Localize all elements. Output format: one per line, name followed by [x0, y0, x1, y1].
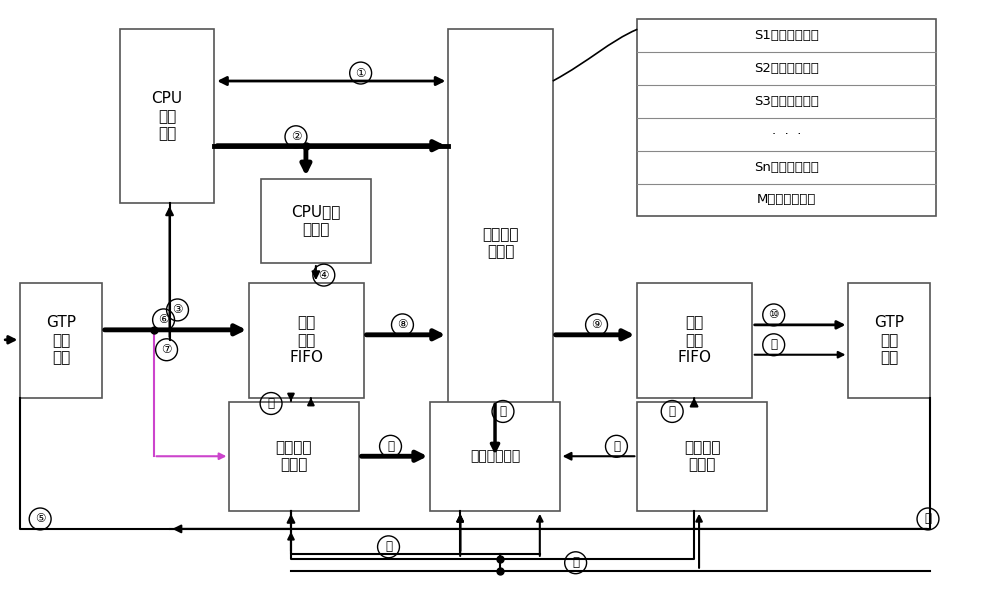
Bar: [448, 29, 553, 457]
Text: ⑫: ⑫: [924, 512, 931, 525]
Text: ⑪: ⑪: [770, 338, 777, 351]
Text: ⑥: ⑥: [158, 313, 169, 326]
Bar: [637, 401, 767, 511]
Text: ·  ·  ·: · · ·: [772, 127, 801, 141]
Text: ⑰: ⑰: [669, 405, 676, 418]
Text: S2数据帧站队区: S2数据帧站队区: [754, 62, 819, 75]
Bar: [430, 401, 560, 511]
Text: CPU端口
状态机: CPU端口 状态机: [291, 205, 341, 237]
Text: S1数据帧站队区: S1数据帧站队区: [754, 29, 819, 42]
Text: ⑤: ⑤: [35, 512, 45, 525]
Text: ③: ③: [172, 304, 183, 317]
Bar: [20, 283, 102, 397]
Bar: [249, 283, 364, 397]
Text: ⑯: ⑯: [613, 440, 620, 453]
Bar: [261, 178, 371, 263]
Bar: [637, 20, 936, 216]
Bar: [637, 283, 752, 397]
Bar: [848, 283, 930, 397]
Text: ⑭: ⑭: [387, 440, 394, 453]
Text: GTP
接收
端口: GTP 接收 端口: [46, 315, 76, 365]
Text: 接收
数据
FIFO: 接收 数据 FIFO: [289, 315, 323, 365]
Text: 发送端口
状态机: 发送端口 状态机: [684, 440, 720, 473]
Text: 消息队列
检阅区: 消息队列 检阅区: [482, 227, 519, 260]
Text: ⑦: ⑦: [161, 343, 172, 356]
Text: CPU
读写
接口: CPU 读写 接口: [152, 91, 183, 141]
Text: ①: ①: [355, 66, 366, 79]
Bar: [229, 401, 359, 511]
Bar: [120, 29, 214, 203]
Text: GTP
发送
端口: GTP 发送 端口: [874, 315, 904, 365]
Text: 地址切换开关: 地址切换开关: [470, 449, 520, 463]
Text: ④: ④: [319, 269, 329, 282]
Text: ⑨: ⑨: [591, 318, 602, 331]
Text: ⑬: ⑬: [268, 397, 275, 410]
Text: ②: ②: [291, 130, 301, 144]
Text: 接收端口
状态机: 接收端口 状态机: [276, 440, 312, 473]
Text: S3数据帧站队区: S3数据帧站队区: [754, 95, 819, 108]
Text: ⑲: ⑲: [572, 556, 579, 569]
Text: 发送
数据
FIFO: 发送 数据 FIFO: [678, 315, 712, 365]
Text: ⑩: ⑩: [768, 308, 779, 321]
Text: Sn数据帧站队区: Sn数据帧站队区: [754, 161, 819, 174]
Text: M指令帧站队区: M指令帧站队区: [757, 193, 816, 206]
Text: ⑮: ⑮: [499, 405, 506, 418]
Text: ⑱: ⑱: [385, 540, 392, 553]
Text: ⑧: ⑧: [397, 318, 408, 331]
